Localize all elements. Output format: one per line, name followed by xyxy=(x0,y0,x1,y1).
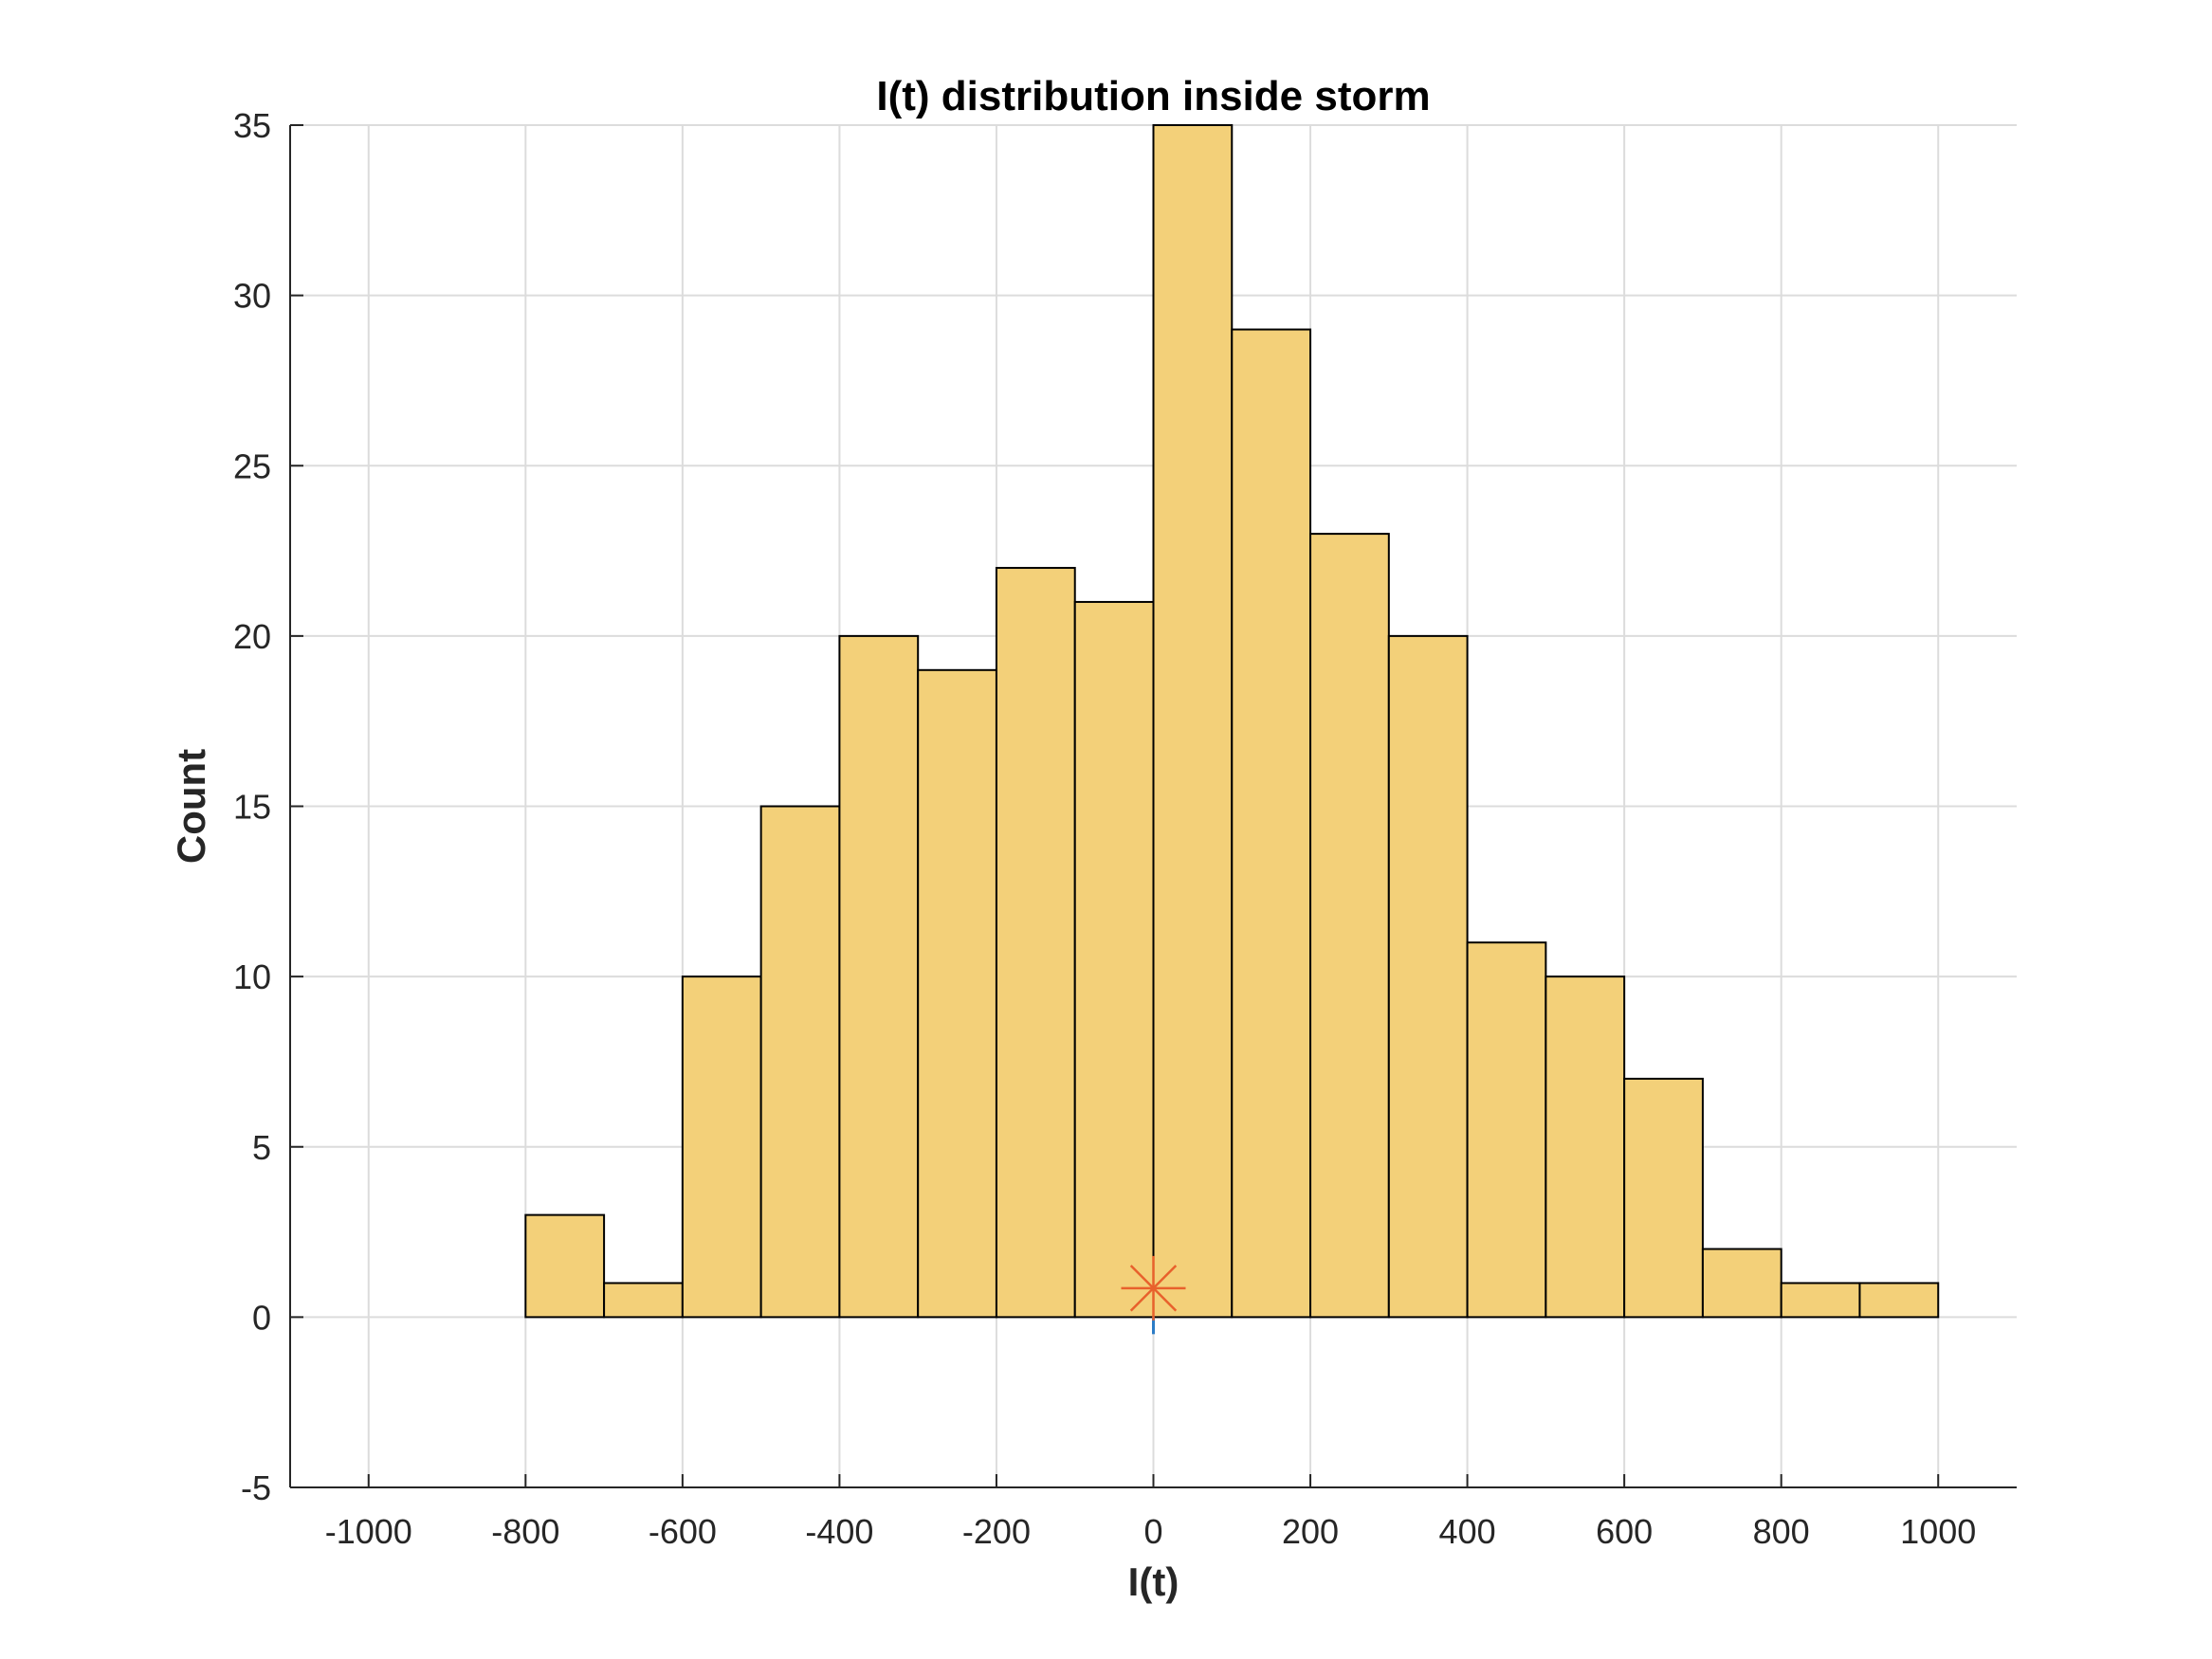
x-tick-label: -200 xyxy=(962,1512,1031,1551)
y-tick-label: -5 xyxy=(241,1468,271,1507)
y-tick-label: 5 xyxy=(252,1128,271,1167)
x-tick-labels: -1000 -800 -600 -400 -200 0 200 400 600 800 1000 xyxy=(325,1512,1977,1551)
histogram-bar xyxy=(1073,600,1155,1319)
chart-title: I(t) distribution inside storm xyxy=(876,73,1430,119)
axes-box xyxy=(289,124,2017,1488)
y-tick-labels: -5 0 5 10 15 20 25 30 35 xyxy=(233,106,271,1507)
x-tick-label: 200 xyxy=(1282,1512,1339,1551)
y-tick-label: 35 xyxy=(233,106,271,145)
histogram-bar xyxy=(603,1282,684,1319)
histogram-bar xyxy=(995,567,1076,1319)
histogram-bar xyxy=(1466,941,1547,1319)
x-tick-label: -400 xyxy=(805,1512,873,1551)
x-tick-label: 0 xyxy=(1143,1512,1162,1551)
y-tick-label: 30 xyxy=(233,277,271,316)
x-tick-label: 400 xyxy=(1439,1512,1496,1551)
histogram-bar xyxy=(917,668,997,1319)
marker-group xyxy=(1121,1255,1186,1335)
x-tick-label: -800 xyxy=(491,1512,559,1551)
x-tick-label: 1000 xyxy=(1900,1512,1976,1551)
x-tick-label: 600 xyxy=(1596,1512,1653,1551)
y-tick-label: 15 xyxy=(233,788,271,827)
histogram-bar xyxy=(1858,1282,1940,1319)
histogram-bar xyxy=(524,1213,606,1319)
histogram-bar xyxy=(1387,634,1469,1319)
y-tick-label: 20 xyxy=(233,617,271,656)
histogram-bar xyxy=(1231,328,1312,1319)
y-tick-label: 0 xyxy=(252,1298,271,1337)
histogram-bar xyxy=(1309,533,1390,1319)
histogram-bar xyxy=(838,634,920,1319)
histogram-bar xyxy=(1152,124,1234,1319)
histogram-bar xyxy=(759,805,841,1319)
histogram-bar xyxy=(1701,1248,1782,1319)
y-tick-label: 10 xyxy=(233,957,271,996)
y-tick-label: 25 xyxy=(233,447,271,485)
x-tick-label: -1000 xyxy=(325,1512,412,1551)
x-tick-label: 800 xyxy=(1753,1512,1810,1551)
x-axis-label: I(t) xyxy=(1128,1559,1179,1604)
y-axis-label: Count xyxy=(169,749,213,864)
asterisk-marker xyxy=(1121,1255,1186,1321)
histogram-bar xyxy=(1545,975,1626,1319)
histogram-bar xyxy=(681,975,762,1319)
histogram-bars xyxy=(524,124,1940,1319)
histogram-bar xyxy=(1623,1077,1704,1319)
x-tick-label: -600 xyxy=(649,1512,717,1551)
histogram-bar xyxy=(1780,1282,1861,1319)
